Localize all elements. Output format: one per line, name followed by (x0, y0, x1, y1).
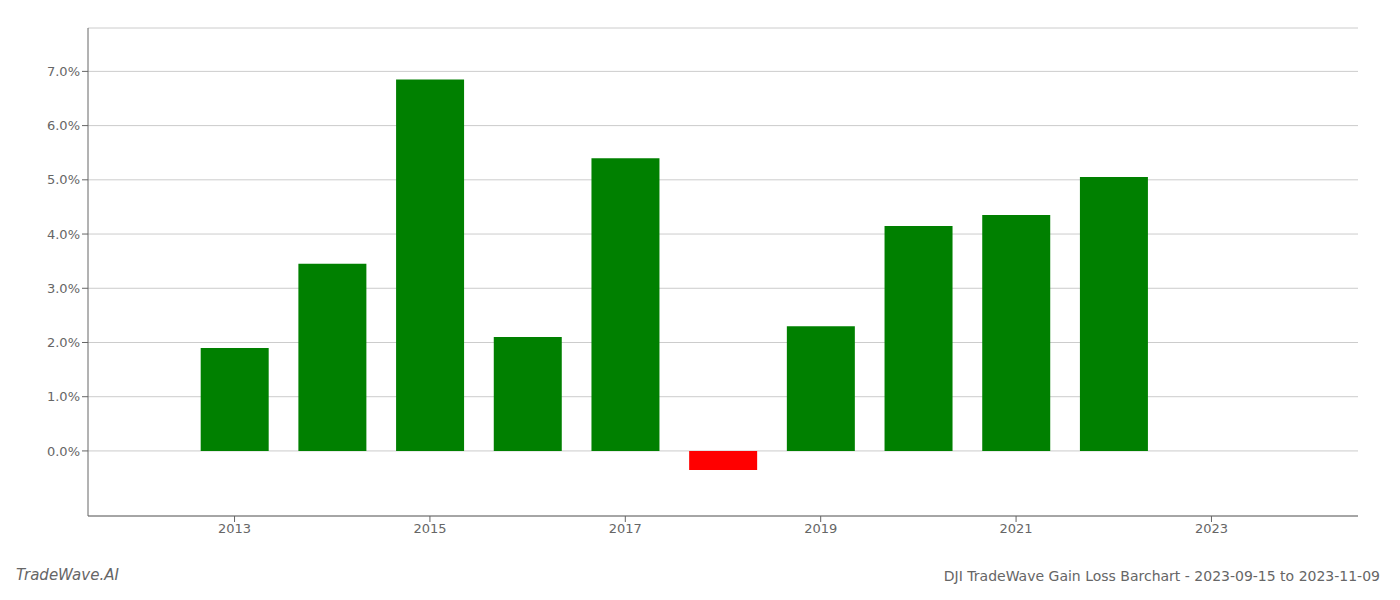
svg-text:6.0%: 6.0% (47, 118, 80, 133)
html-text:TradeWave.AI: TradeWave.AI (16, 566, 119, 584)
svg-text:4.0%: 4.0% (47, 227, 80, 242)
svg-text:2015: 2015 (413, 521, 446, 536)
svg-text:2021: 2021 (1000, 521, 1033, 536)
html-text:DJI TradeWave Gain Loss Barcha: DJI TradeWave Gain Loss Barchart - 2023-… (943, 568, 1380, 584)
svg-text:2019: 2019 (804, 521, 837, 536)
svg-text:7.0%: 7.0% (47, 64, 80, 79)
svg-text:1.0%: 1.0% (47, 389, 80, 404)
svg-text:2013: 2013 (218, 521, 251, 536)
svg-text:2023: 2023 (1195, 521, 1228, 536)
svg-text:5.0%: 5.0% (47, 172, 80, 187)
svg-text:3.0%: 3.0% (47, 281, 80, 296)
svg-text:2.0%: 2.0% (47, 335, 80, 350)
svg-text:0.0%: 0.0% (47, 444, 80, 459)
svg-text:2017: 2017 (609, 521, 642, 536)
